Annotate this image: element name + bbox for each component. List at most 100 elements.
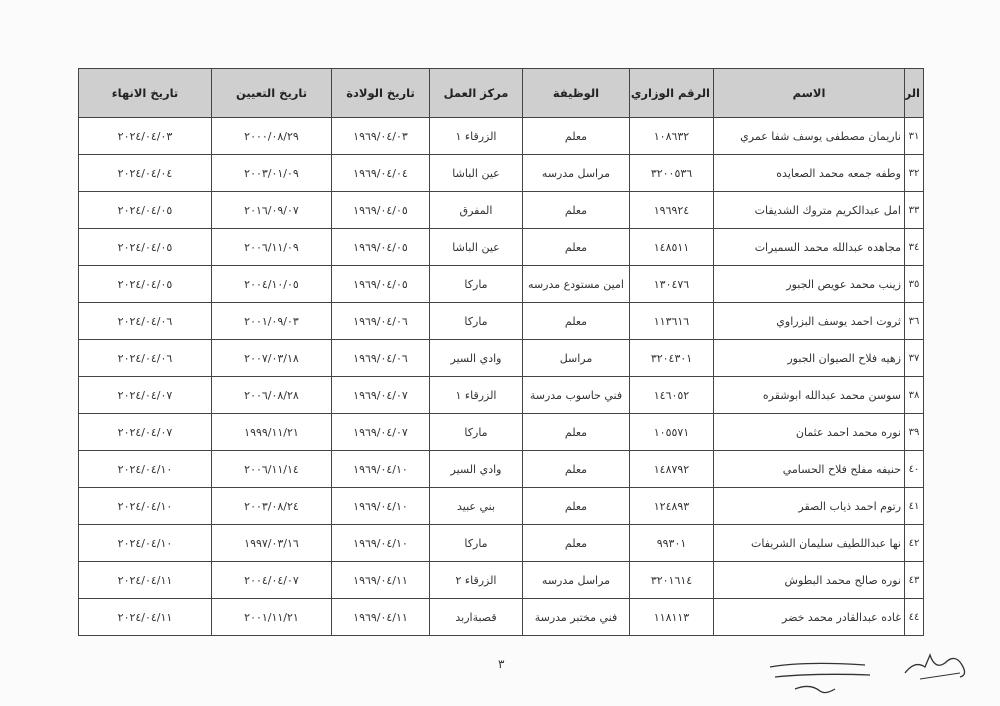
page-number: ٣ <box>498 657 505 671</box>
cell-workplace: ماركا <box>429 524 523 562</box>
cell-ministry-number: ١٢٤٨٩٣ <box>629 487 714 525</box>
cell-index: ٣٤ <box>904 228 924 266</box>
cell-end-date: ٢٠٢٤/٠٤/٠٦ <box>78 339 212 377</box>
cell-birth-date: ١٩٦٩/٠٤/٠٧ <box>331 376 430 414</box>
cell-appointment-date: ٢٠٠٦/١١/٠٩ <box>211 228 332 266</box>
cell-name: زهيه فلاح الصيوان الجبور <box>713 339 905 377</box>
cell-name: نوره صالح محمد البطوش <box>713 561 905 599</box>
cell-name: نوره محمد احمد عثمان <box>713 413 905 451</box>
cell-workplace: الزرقاء ٢ <box>429 561 523 599</box>
cell-index: ٣١ <box>904 117 924 155</box>
cell-job: امين مستودع مدرسه <box>522 265 630 303</box>
cell-appointment-date: ٢٠٠٧/٠٣/١٨ <box>211 339 332 377</box>
cell-job: معلم <box>522 450 630 488</box>
cell-birth-date: ١٩٦٩/٠٤/٠٦ <box>331 339 430 377</box>
cell-job: مراسل <box>522 339 630 377</box>
cell-index: ٣٢ <box>904 154 924 192</box>
cell-workplace: الزرقاء ١ <box>429 376 523 414</box>
cell-end-date: ٢٠٢٤/٠٤/٠٤ <box>78 154 212 192</box>
cell-end-date: ٢٠٢٤/٠٤/١٠ <box>78 524 212 562</box>
cell-index: ٣٥ <box>904 265 924 303</box>
cell-index: ٣٧ <box>904 339 924 377</box>
cell-workplace: وادي السير <box>429 339 523 377</box>
cell-workplace: وادي السير <box>429 450 523 488</box>
header-appointment-date: تاريخ التعيين <box>211 68 332 118</box>
cell-job: مراسل مدرسه <box>522 154 630 192</box>
table-row: ٤٠ حنيفه مفلح فلاح الحسامي ١٤٨٧٩٢ معلم وادي … <box>78 450 924 488</box>
cell-appointment-date: ٢٠٠١/٠٩/٠٣ <box>211 302 332 340</box>
cell-name: نها عبداللطيف سليمان الشريفات <box>713 524 905 562</box>
cell-ministry-number: ١٠٥٥٧١ <box>629 413 714 451</box>
cell-appointment-date: ٢٠٠٦/١١/١٤ <box>211 450 332 488</box>
header-index: الرقم <box>904 68 924 118</box>
cell-name: مجاهده عبدالله محمد السميرات <box>713 228 905 266</box>
header-job: الوظيفة <box>522 68 630 118</box>
header-ministry-number: الرقم الوزاري <box>629 68 714 118</box>
header-name: الاسم <box>713 68 905 118</box>
cell-birth-date: ١٩٦٩/٠٤/١١ <box>331 561 430 599</box>
cell-ministry-number: ٣٢٠٤٣٠١ <box>629 339 714 377</box>
table-row: ٣٣ امل عبدالكريم متروك الشديفات ١٩٦٩٢٤ معلم… <box>78 191 924 229</box>
table-row: ٤٢ نها عبداللطيف سليمان الشريفات ٩٩٣٠١ معلم… <box>78 524 924 562</box>
cell-workplace: ماركا <box>429 265 523 303</box>
cell-end-date: ٢٠٢٤/٠٤/٠٣ <box>78 117 212 155</box>
cell-name: رتوم احمد ذياب الصقر <box>713 487 905 525</box>
cell-job: مراسل مدرسه <box>522 561 630 599</box>
cell-name: زينب محمد عويص الجبور <box>713 265 905 303</box>
cell-end-date: ٢٠٢٤/٠٤/٠٦ <box>78 302 212 340</box>
cell-job: فني مختبر مدرسة <box>522 598 630 636</box>
cell-job: معلم <box>522 117 630 155</box>
initials-mark <box>904 653 966 680</box>
cell-workplace: المفرق <box>429 191 523 229</box>
cell-birth-date: ١٩٦٩/٠٤/٠٧ <box>331 413 430 451</box>
cell-workplace: قصبةاربد <box>429 598 523 636</box>
cell-index: ٣٨ <box>904 376 924 414</box>
cell-birth-date: ١٩٦٩/٠٤/١٠ <box>331 524 430 562</box>
cell-index: ٣٦ <box>904 302 924 340</box>
cell-index: ٤١ <box>904 487 924 525</box>
cell-ministry-number: ١٤٨٥١١ <box>629 228 714 266</box>
cell-end-date: ٢٠٢٤/٠٤/١٠ <box>78 450 212 488</box>
cell-ministry-number: ١٩٦٩٢٤ <box>629 191 714 229</box>
cell-appointment-date: ٢٠٠٦/٠٨/٢٨ <box>211 376 332 414</box>
table-row: ٤٣ نوره صالح محمد البطوش ٣٢٠١٦١٤ مراسل مدرس… <box>78 561 924 599</box>
cell-name: امل عبدالكريم متروك الشديفات <box>713 191 905 229</box>
table-row: ٣٨ سوسن محمد عبدالله ابوشقره ١٤٦٠٥٢ فني حاس… <box>78 376 924 414</box>
header-workplace: مركز العمل <box>429 68 523 118</box>
cell-appointment-date: ٢٠٠٤/٠٤/٠٧ <box>211 561 332 599</box>
cell-index: ٤٤ <box>904 598 924 636</box>
cell-job: فني حاسوب مدرسة <box>522 376 630 414</box>
table-row: ٣٦ ثروت احمد يوسف البزراوي ١١٣٦١٦ معلم ماركا… <box>78 302 924 340</box>
cell-appointment-date: ٢٠٠٤/١٠/٠٥ <box>211 265 332 303</box>
cell-index: ٣٣ <box>904 191 924 229</box>
cell-job: معلم <box>522 413 630 451</box>
header-birth-date: تاريخ الولادة <box>331 68 430 118</box>
cell-name: ناريمان مصطفى يوسف شفا عمري <box>713 117 905 155</box>
cell-appointment-date: ٢٠٠٣/٠١/٠٩ <box>211 154 332 192</box>
table-row: ٤١ رتوم احمد ذياب الصقر ١٢٤٨٩٣ معلم بني عبيد… <box>78 487 924 525</box>
cell-workplace: عين الباشا <box>429 154 523 192</box>
cell-workplace: ماركا <box>429 302 523 340</box>
cell-end-date: ٢٠٢٤/٠٤/٠٥ <box>78 265 212 303</box>
cell-index: ٤٢ <box>904 524 924 562</box>
cell-index: ٤٣ <box>904 561 924 599</box>
cell-end-date: ٢٠٢٤/٠٤/٠٥ <box>78 191 212 229</box>
cell-job: معلم <box>522 524 630 562</box>
table-row: ٣٢ وطفه جمعه محمد الصعايده ٣٢٠٠٥٣٦ مراسل مد… <box>78 154 924 192</box>
cell-index: ٤٠ <box>904 450 924 488</box>
cell-name: وطفه جمعه محمد الصعايده <box>713 154 905 192</box>
cell-appointment-date: ٢٠٠٠/٠٨/٢٩ <box>211 117 332 155</box>
cell-ministry-number: ١٣٠٤٧٦ <box>629 265 714 303</box>
cell-name: سوسن محمد عبدالله ابوشقره <box>713 376 905 414</box>
cell-job: معلم <box>522 191 630 229</box>
cell-job: معلم <box>522 487 630 525</box>
cell-workplace: بني عبيد <box>429 487 523 525</box>
cell-ministry-number: ١٤٨٧٩٢ <box>629 450 714 488</box>
table-row: ٣٧ زهيه فلاح الصيوان الجبور ٣٢٠٤٣٠١ مراسل وا… <box>78 339 924 377</box>
cell-end-date: ٢٠٢٤/٠٤/٠٧ <box>78 376 212 414</box>
cell-birth-date: ١٩٦٩/٠٤/٠٥ <box>331 228 430 266</box>
cell-ministry-number: ٣٢٠١٦١٤ <box>629 561 714 599</box>
cell-end-date: ٢٠٢٤/٠٤/١٠ <box>78 487 212 525</box>
